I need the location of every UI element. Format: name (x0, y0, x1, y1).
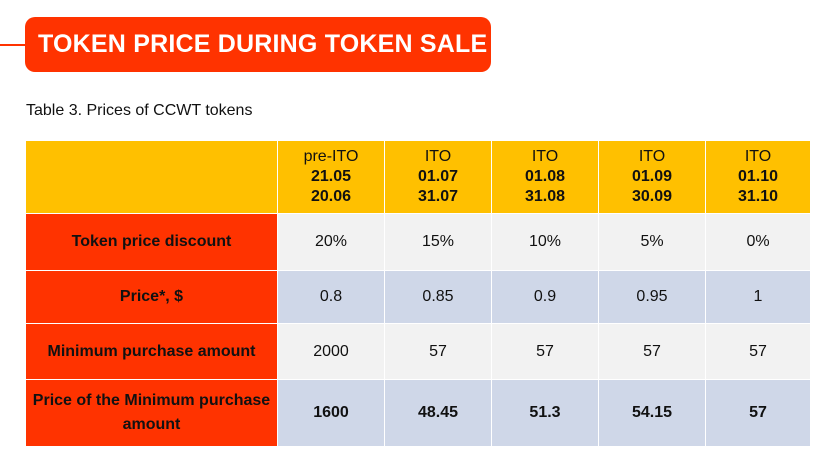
column-phase: ITO (531, 148, 559, 165)
table-cell: 57 (705, 323, 811, 380)
table-cell: 0.85 (384, 270, 492, 324)
table-row: Price of the Minimum purchase amount 160… (25, 379, 811, 447)
column-phase: ITO (744, 148, 772, 165)
column-header: ITO 01.09 30.09 (598, 140, 706, 214)
column-phase: ITO (638, 148, 666, 165)
table-header-row: pre-ITO 21.05 20.06 ITO 01.07 31.07 ITO … (25, 140, 811, 214)
table-cell: 57 (598, 323, 706, 380)
table-cell: 54.15 (598, 379, 706, 447)
column-start-date: 01.08 (524, 168, 566, 185)
table-row: Token price discount 20% 15% 10% 5% 0% (25, 213, 811, 271)
table-cell: 51.3 (491, 379, 599, 447)
column-end-date: 31.07 (417, 188, 459, 205)
column-header: ITO 01.10 31.10 (705, 140, 811, 214)
table-cell: 1 (705, 270, 811, 324)
column-header: ITO 01.08 31.08 (491, 140, 599, 214)
column-header: ITO 01.07 31.07 (384, 140, 492, 214)
column-end-date: 20.06 (310, 188, 352, 205)
table-cell: 1600 (277, 379, 385, 447)
table-cell: 0.8 (277, 270, 385, 324)
row-label: Price*, $ (25, 270, 278, 324)
column-start-date: 01.09 (631, 168, 673, 185)
column-phase: pre-ITO (303, 148, 359, 165)
column-header: pre-ITO 21.05 20.06 (277, 140, 385, 214)
table-cell: 57 (491, 323, 599, 380)
column-end-date: 31.08 (524, 188, 566, 205)
column-end-date: 30.09 (631, 188, 673, 205)
table-cell: 0% (705, 213, 811, 271)
column-start-date: 21.05 (310, 168, 352, 185)
table-cell: 5% (598, 213, 706, 271)
title-accent-line (0, 44, 30, 46)
row-label: Minimum purchase amount (25, 323, 278, 380)
column-start-date: 01.07 (417, 168, 459, 185)
page-title: TOKEN PRICE DURING TOKEN SALE (25, 17, 491, 72)
column-end-date: 31.10 (737, 188, 779, 205)
table-caption: Table 3. Prices of CCWT tokens (26, 102, 253, 119)
table-row: Minimum purchase amount 2000 57 57 57 57 (25, 323, 811, 380)
table-cell: 15% (384, 213, 492, 271)
table-cell: 48.45 (384, 379, 492, 447)
table-cell: 57 (705, 379, 811, 447)
row-label: Price of the Minimum purchase amount (25, 379, 278, 447)
table-cell: 57 (384, 323, 492, 380)
table-cell: 10% (491, 213, 599, 271)
table-cell: 2000 (277, 323, 385, 380)
table-cell: 20% (277, 213, 385, 271)
header-empty-cell (25, 140, 278, 214)
table-row: Price*, $ 0.8 0.85 0.9 0.95 1 (25, 270, 811, 324)
column-phase: ITO (424, 148, 452, 165)
table-cell: 0.9 (491, 270, 599, 324)
row-label: Token price discount (25, 213, 278, 271)
table-cell: 0.95 (598, 270, 706, 324)
column-start-date: 01.10 (737, 168, 779, 185)
token-price-table: pre-ITO 21.05 20.06 ITO 01.07 31.07 ITO … (25, 140, 811, 447)
